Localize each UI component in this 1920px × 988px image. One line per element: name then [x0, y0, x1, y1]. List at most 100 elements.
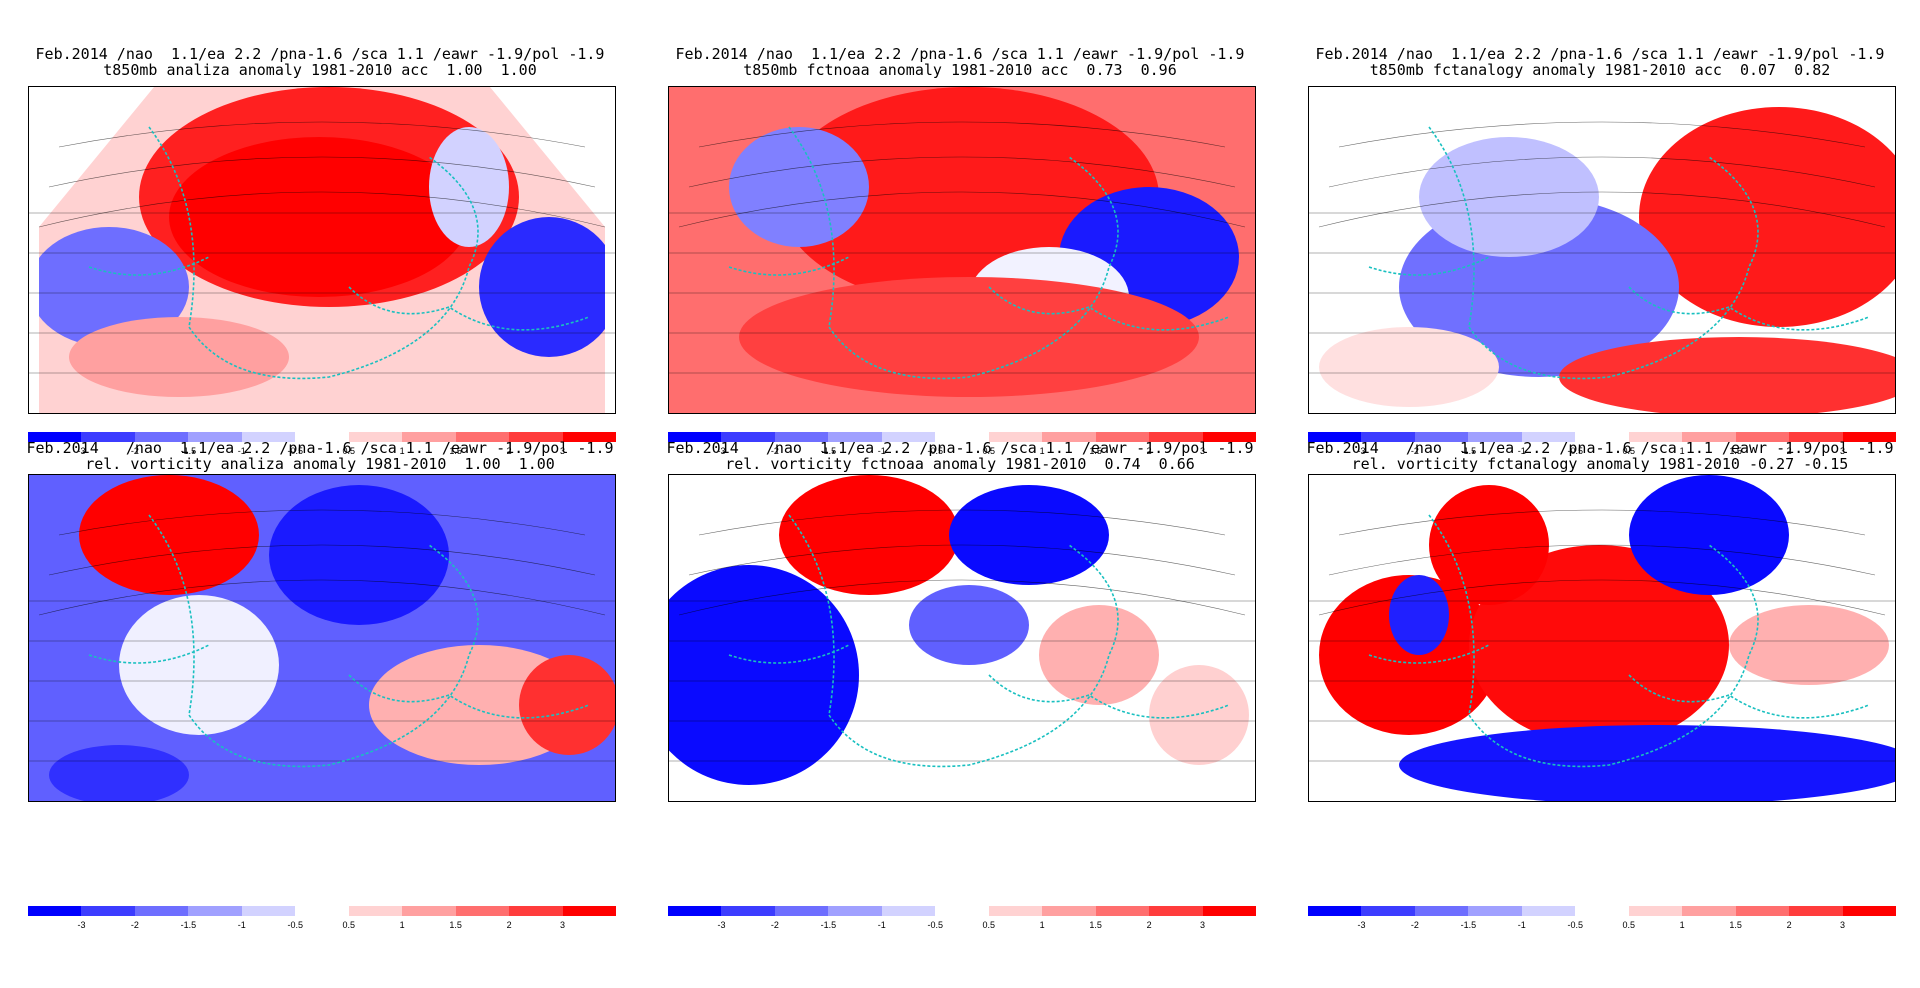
colorbar-swatch: [1575, 906, 1630, 916]
colorbar-tick-label: 1: [399, 446, 405, 456]
anomaly-map: [28, 474, 616, 802]
anomaly-map: [28, 86, 616, 414]
colorbar-tick-label: -1: [237, 920, 246, 930]
panel-vorticity-fctanalogy: Feb.2014 /nao 1.1/ea 2.2 /pna-1.6 /sca 1…: [1280, 440, 1920, 988]
colorbar-swatch: [1521, 906, 1576, 916]
colorbar-swatch: [828, 432, 883, 442]
colorbar-swatch: [28, 906, 82, 916]
colorbar-tick-label: 2: [1786, 446, 1792, 456]
panel-vorticity-analiza: Feb.2014 /nao 1.1/ea 2.2 /pna-1.6 /sca 1…: [0, 440, 640, 988]
colorbar-tick-label: 0.5: [342, 446, 355, 456]
colorbar-swatch: [828, 906, 883, 916]
colorbar-tick-label: -1.5: [1460, 446, 1477, 456]
colorbar-swatch: [1414, 906, 1469, 916]
colorbar-tick-label: 1.5: [1089, 446, 1102, 456]
anomaly-map: [668, 474, 1256, 802]
colorbar: -3 -2 -1.5 -1 -0.5 0.5 1 1.5 2 3: [1308, 432, 1897, 462]
panel-title-line2: rel. vorticity fctanalogy anomaly 1981-2…: [1351, 455, 1849, 473]
colorbar-tick-label: -1: [1517, 920, 1526, 930]
colorbar-tick-label: -2: [1410, 920, 1419, 930]
colorbar-swatch: [881, 432, 936, 442]
colorbar-tick-label: 2: [506, 920, 512, 930]
colorbar-swatch: [1735, 906, 1790, 916]
colorbar-swatch: [134, 906, 189, 916]
colorbar-swatch: [721, 432, 776, 442]
colorbar-swatch: [1095, 432, 1150, 442]
colorbar-tick-label: 3: [1840, 446, 1846, 456]
colorbar-swatch: [988, 432, 1043, 442]
colorbar-tick-label: 2: [506, 446, 512, 456]
colorbar: -3 -2 -1.5 -1 -0.5 0.5 1 1.5 2 3: [28, 432, 617, 462]
colorbar-swatch: [1361, 432, 1416, 442]
colorbar-swatch: [295, 432, 350, 442]
colorbar-tick-label: -2: [130, 920, 139, 930]
colorbar-tick-label: -1: [237, 446, 246, 456]
panel-title-line1: Feb.2014 /nao 1.1/ea 2.2 /pna-1.6 /sca 1…: [1306, 439, 1894, 457]
colorbar-swatch: [1042, 432, 1097, 442]
colorbar-swatch: [1414, 432, 1469, 442]
colorbar-tick-label: 3: [1200, 920, 1206, 930]
colorbar-tick-label: -0.5: [287, 446, 304, 456]
colorbar-tick-label: -1.5: [1460, 920, 1477, 930]
panel-title-line1: Feb.2014 /nao 1.1/ea 2.2 /pna-1.6 /sca 1…: [35, 45, 605, 63]
colorbar-swatch: [1682, 432, 1737, 442]
colorbar-swatch: [774, 432, 829, 442]
colorbar-tick-label: -1.5: [180, 920, 197, 930]
colorbar-tick-label: 1: [399, 920, 405, 930]
colorbar-swatch: [1149, 906, 1204, 916]
colorbar-tick-label: -2: [770, 446, 779, 456]
colorbar-swatch: [241, 906, 296, 916]
colorbar-tick-label: 3: [1840, 920, 1846, 930]
anomaly-map: [1308, 86, 1896, 414]
colorbar-tick-label: 1.5: [449, 446, 462, 456]
panel-title-line2: t850mb analiza anomaly 1981-2010 acc 1.0…: [103, 61, 537, 79]
colorbar-swatch: [774, 906, 829, 916]
colorbar-swatch: [455, 432, 510, 442]
colorbar-swatch: [668, 906, 722, 916]
colorbar-tick-label: 0.5: [1622, 920, 1635, 930]
colorbar-swatch: [1149, 432, 1204, 442]
colorbar-swatch: [1842, 432, 1897, 442]
colorbar-swatch: [1789, 432, 1844, 442]
colorbar-swatch: [1575, 432, 1630, 442]
colorbar-tick-label: -2: [770, 920, 779, 930]
colorbar-swatch: [988, 906, 1043, 916]
colorbar-tick-label: 3: [560, 920, 566, 930]
colorbar-swatch: [1628, 906, 1683, 916]
colorbar-swatch: [402, 432, 457, 442]
colorbar-swatch: [881, 906, 936, 916]
colorbar-tick-label: 1.5: [1729, 920, 1742, 930]
panel-t850-analiza: Feb.2014 /nao 1.1/ea 2.2 /pna-1.6 /sca 1…: [0, 0, 640, 494]
colorbar-swatch: [1735, 432, 1790, 442]
colorbar: -3 -2 -1.5 -1 -0.5 0.5 1 1.5 2 3: [668, 432, 1257, 462]
colorbar: -3 -2 -1.5 -1 -0.5 0.5 1 1.5 2 3: [28, 906, 617, 936]
colorbar-tick-label: 1: [1039, 920, 1045, 930]
colorbar-swatch: [1042, 906, 1097, 916]
colorbar-tick-label: -3: [77, 920, 86, 930]
colorbar-swatch: [1202, 906, 1257, 916]
colorbar-tick-label: 0.5: [982, 446, 995, 456]
colorbar-swatch: [1682, 906, 1737, 916]
colorbar: -3 -2 -1.5 -1 -0.5 0.5 1 1.5 2 3: [1308, 906, 1897, 936]
colorbar-tick-label: -3: [1357, 446, 1366, 456]
colorbar-tick-label: -0.5: [927, 446, 944, 456]
colorbar-tick-label: 1.5: [1729, 446, 1742, 456]
colorbar-swatch: [188, 432, 243, 442]
colorbar-tick-label: 3: [1200, 446, 1206, 456]
colorbar-swatch: [509, 432, 564, 442]
colorbar-tick-label: -1: [877, 920, 886, 930]
colorbar-swatch: [1202, 432, 1257, 442]
colorbar-swatch: [188, 906, 243, 916]
colorbar-tick-label: -2: [130, 446, 139, 456]
colorbar-tick-label: 3: [560, 446, 566, 456]
colorbar-swatch: [241, 432, 296, 442]
colorbar-tick-label: 2: [1146, 920, 1152, 930]
colorbar-swatch: [562, 432, 617, 442]
colorbar-tick-label: -3: [1357, 920, 1366, 930]
colorbar-tick-label: 2: [1146, 446, 1152, 456]
colorbar-tick-label: 0.5: [982, 920, 995, 930]
colorbar-swatch: [81, 906, 136, 916]
anomaly-map: [668, 86, 1256, 414]
panel-title-line2: t850mb fctanalogy anomaly 1981-2010 acc …: [1369, 61, 1831, 79]
colorbar-swatch: [134, 432, 189, 442]
